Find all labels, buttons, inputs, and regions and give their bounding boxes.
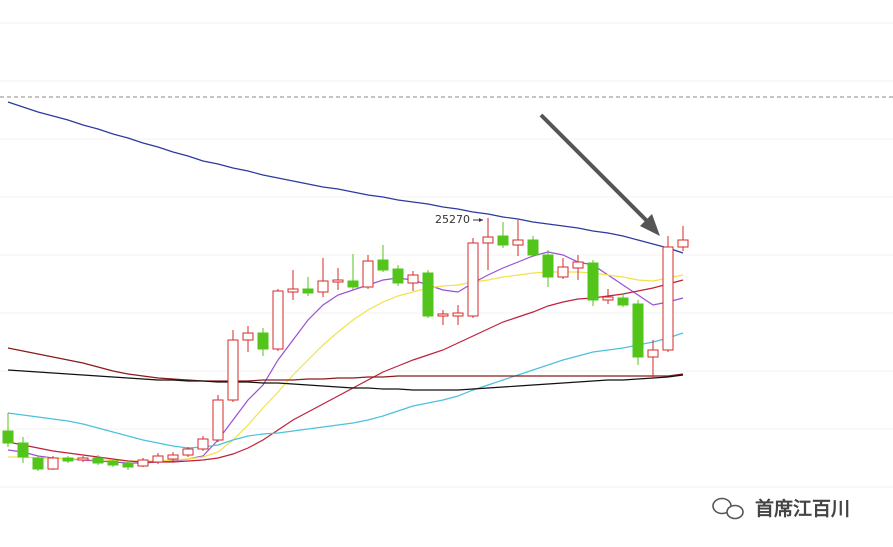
candle-body bbox=[407, 274, 419, 284]
candle-body bbox=[452, 312, 464, 317]
candle-body bbox=[47, 457, 59, 470]
ma-line bbox=[7, 251, 684, 464]
candle-body bbox=[332, 279, 344, 283]
pointer-arrow bbox=[539, 113, 660, 236]
ma-line bbox=[7, 279, 684, 463]
candles bbox=[2, 218, 689, 471]
candle-body bbox=[422, 272, 434, 317]
high-pointer-head bbox=[479, 218, 483, 222]
candle-body bbox=[677, 239, 689, 248]
candle-body bbox=[167, 454, 179, 460]
ma-line bbox=[7, 369, 684, 391]
candle-body bbox=[122, 462, 134, 468]
candle-body bbox=[317, 280, 329, 293]
candle-body bbox=[572, 261, 584, 269]
ma-line bbox=[8, 271, 684, 462]
candle-body bbox=[212, 399, 224, 441]
candle-body bbox=[257, 332, 269, 350]
candle-body bbox=[647, 349, 659, 358]
ma-line bbox=[7, 347, 684, 382]
candle-body bbox=[347, 280, 359, 288]
candle-body bbox=[482, 236, 494, 244]
candle-body bbox=[227, 339, 239, 401]
candle-body bbox=[632, 303, 644, 358]
candle-body bbox=[377, 259, 389, 271]
candle-body bbox=[77, 457, 89, 461]
watermark-icon bbox=[712, 497, 744, 520]
background-grid bbox=[0, 22, 893, 488]
candle-body bbox=[542, 254, 554, 278]
high-label: 25270 bbox=[435, 213, 470, 226]
candle-body bbox=[92, 457, 104, 464]
candle-body bbox=[497, 235, 509, 246]
watermark: 首席江百川 bbox=[755, 497, 850, 520]
moving-averages bbox=[7, 101, 684, 464]
candle-body bbox=[62, 457, 74, 462]
candle-body bbox=[587, 262, 599, 301]
candle-body bbox=[182, 448, 194, 456]
candle-body bbox=[302, 288, 314, 294]
candle-body bbox=[272, 290, 284, 350]
candle-body bbox=[362, 260, 374, 288]
candle-body bbox=[32, 457, 44, 470]
candle-body bbox=[17, 442, 29, 458]
candle-body bbox=[437, 313, 449, 317]
candle-body bbox=[662, 246, 674, 351]
candle-body bbox=[512, 239, 524, 246]
candle-body bbox=[2, 430, 14, 444]
candle-body bbox=[137, 459, 149, 467]
ma-line bbox=[7, 101, 684, 254]
candle-body bbox=[392, 268, 404, 284]
candle-body bbox=[287, 288, 299, 293]
candle-body bbox=[557, 266, 569, 278]
candle-body bbox=[242, 332, 254, 341]
candle-body bbox=[467, 242, 479, 317]
candle-body bbox=[197, 438, 209, 450]
candle-body bbox=[107, 460, 119, 466]
candle-body bbox=[152, 455, 164, 463]
candle-body bbox=[617, 297, 629, 306]
ma-line bbox=[7, 332, 684, 449]
candle-body bbox=[602, 296, 614, 301]
candle-body bbox=[527, 239, 539, 256]
